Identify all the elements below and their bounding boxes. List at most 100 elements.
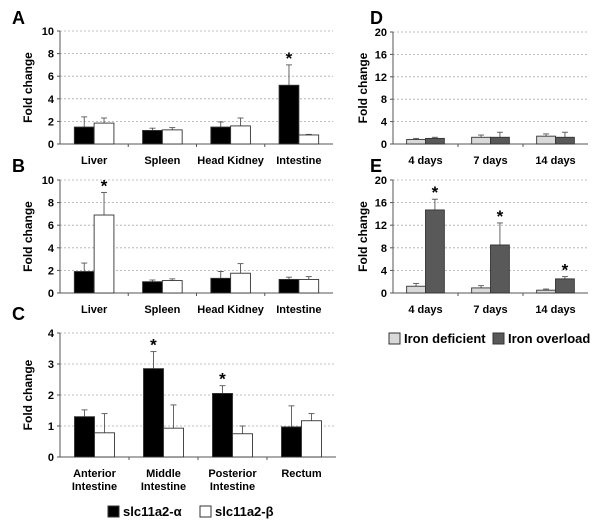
bar-slc11a2-: [93, 122, 115, 145]
significance-asterisk: *: [562, 261, 569, 280]
panel-e: E 0 4 8 12 16 20 Fold change 4 days * 7 days * 14 da…: [356, 156, 588, 316]
legend-item: slc11a2-α: [107, 504, 182, 519]
bar-iron-deficient: [471, 136, 491, 145]
x-tick-label: 14 days: [535, 304, 575, 316]
x-tick-label: Intestine: [72, 481, 117, 493]
legend-swatch: [199, 505, 212, 518]
bar-slc11a2-: [298, 278, 320, 294]
bar-slc11a2-: [142, 129, 163, 145]
bar-iron-overload: [555, 278, 575, 294]
y-tick-label: 4: [381, 117, 388, 129]
legend-swatch: [492, 332, 505, 345]
y-tick-label: 2: [48, 116, 54, 128]
y-tick-label: 8: [48, 49, 54, 61]
y-axis-label: Fold change: [21, 359, 35, 430]
panel-a: A 0 2 4 6 8 10 Fold change Liver Spleen Head Kidne…: [12, 8, 333, 167]
y-tick-label: 16: [375, 198, 387, 210]
legend-item: Iron deficient: [388, 331, 486, 346]
y-tick-label: 20: [375, 175, 387, 187]
x-tick-label: Head Kidney: [197, 155, 265, 167]
legend-item: slc11a2-β: [199, 504, 274, 519]
y-tick-label: 8: [381, 94, 387, 106]
x-tick-label: Liver: [81, 304, 108, 316]
panel-label: D: [370, 8, 383, 28]
y-tick-label: 1: [48, 421, 54, 433]
y-tick-label: 3: [48, 359, 54, 371]
legend-swatch: [388, 332, 401, 345]
bar-iron-overload: [490, 136, 510, 145]
bar-iron-deficient: [471, 287, 491, 294]
significance-asterisk: *: [432, 183, 439, 202]
significance-asterisk: *: [150, 336, 157, 355]
y-tick-label: 4: [48, 94, 55, 106]
legend-label: Iron deficient: [404, 331, 486, 346]
x-tick-label: 7 days: [473, 155, 507, 167]
y-tick-label: 0: [381, 288, 387, 300]
legend-swatch: [107, 505, 120, 518]
panel-label: A: [12, 8, 25, 28]
x-tick-label: Posterior: [208, 468, 257, 480]
legend-label: Iron overload: [508, 331, 590, 346]
bar-slc11a2-: [210, 277, 232, 294]
bar-slc11a2-: [278, 84, 300, 145]
bar-iron-deficient: [406, 285, 426, 294]
bar-slc11a2-: [161, 129, 183, 145]
y-tick-label: 12: [375, 220, 387, 232]
bar-slc11a2-: [93, 214, 115, 294]
y-tick-label: 8: [381, 243, 387, 255]
panel-b: B 0 2 4 6 8 10 Fold change Liver * Spleen Head Kidn…: [12, 156, 333, 316]
y-tick-label: 0: [48, 288, 54, 300]
panel-label: C: [12, 304, 25, 324]
y-axis-label: Fold change: [21, 201, 35, 272]
bar-slc11a2-: [163, 427, 184, 458]
bar-iron-deficient: [406, 139, 426, 145]
legend-label: slc11a2-α: [123, 504, 182, 519]
x-tick-label: Spleen: [144, 155, 180, 167]
x-tick-label: Liver: [81, 155, 108, 167]
bar-slc11a2-: [230, 272, 251, 294]
bar-slc11a2-: [142, 281, 163, 294]
bar-iron-deficient: [536, 289, 556, 294]
y-axis-label: Fold change: [356, 201, 370, 272]
y-tick-label: 6: [48, 220, 54, 232]
bar-slc11a2-: [210, 126, 232, 145]
y-tick-label: 10: [42, 26, 54, 38]
bar-slc11a2-: [94, 432, 115, 458]
x-tick-label: Intestine: [210, 481, 255, 493]
y-axis-label: Fold change: [356, 52, 370, 123]
panel-label: E: [370, 156, 382, 176]
y-tick-label: 0: [48, 452, 54, 464]
x-tick-label: Spleen: [144, 304, 180, 316]
y-tick-label: 4: [381, 265, 388, 277]
bar-slc11a2-: [161, 280, 183, 294]
x-tick-label: Intestine: [141, 481, 186, 493]
legend-left: slc11a2-α slc11a2-β: [107, 504, 274, 519]
bar-iron-overload: [490, 244, 510, 294]
bar-slc11a2-: [230, 125, 251, 145]
x-tick-label: Rectum: [281, 468, 322, 480]
bar-iron-deficient: [536, 135, 556, 145]
x-tick-label: Intestine: [276, 304, 321, 316]
bar-slc11a2-: [281, 426, 302, 458]
legend-item: Iron overload: [492, 331, 590, 346]
bar-slc11a2-: [73, 271, 95, 294]
x-tick-label: 4 days: [408, 155, 442, 167]
x-tick-label: 4 days: [408, 304, 442, 316]
y-axis-label: Fold change: [21, 52, 35, 123]
bar-slc11a2-: [74, 416, 95, 458]
significance-asterisk: *: [101, 176, 108, 195]
y-tick-label: 6: [48, 71, 54, 83]
y-tick-label: 0: [48, 139, 54, 151]
x-tick-label: 7 days: [473, 304, 507, 316]
legend-right: Iron deficient Iron overload: [388, 331, 590, 346]
y-tick-label: 2: [48, 265, 54, 277]
x-tick-label: Intestine: [276, 155, 321, 167]
panel-label: B: [12, 156, 25, 176]
significance-asterisk: *: [286, 49, 293, 68]
bar-slc11a2-: [278, 278, 300, 294]
y-tick-label: 10: [42, 175, 54, 187]
y-tick-label: 16: [375, 49, 387, 61]
panel-d: D 0 4 8 12 16 20 Fold change 4 days 7 days 14 days: [356, 8, 588, 167]
